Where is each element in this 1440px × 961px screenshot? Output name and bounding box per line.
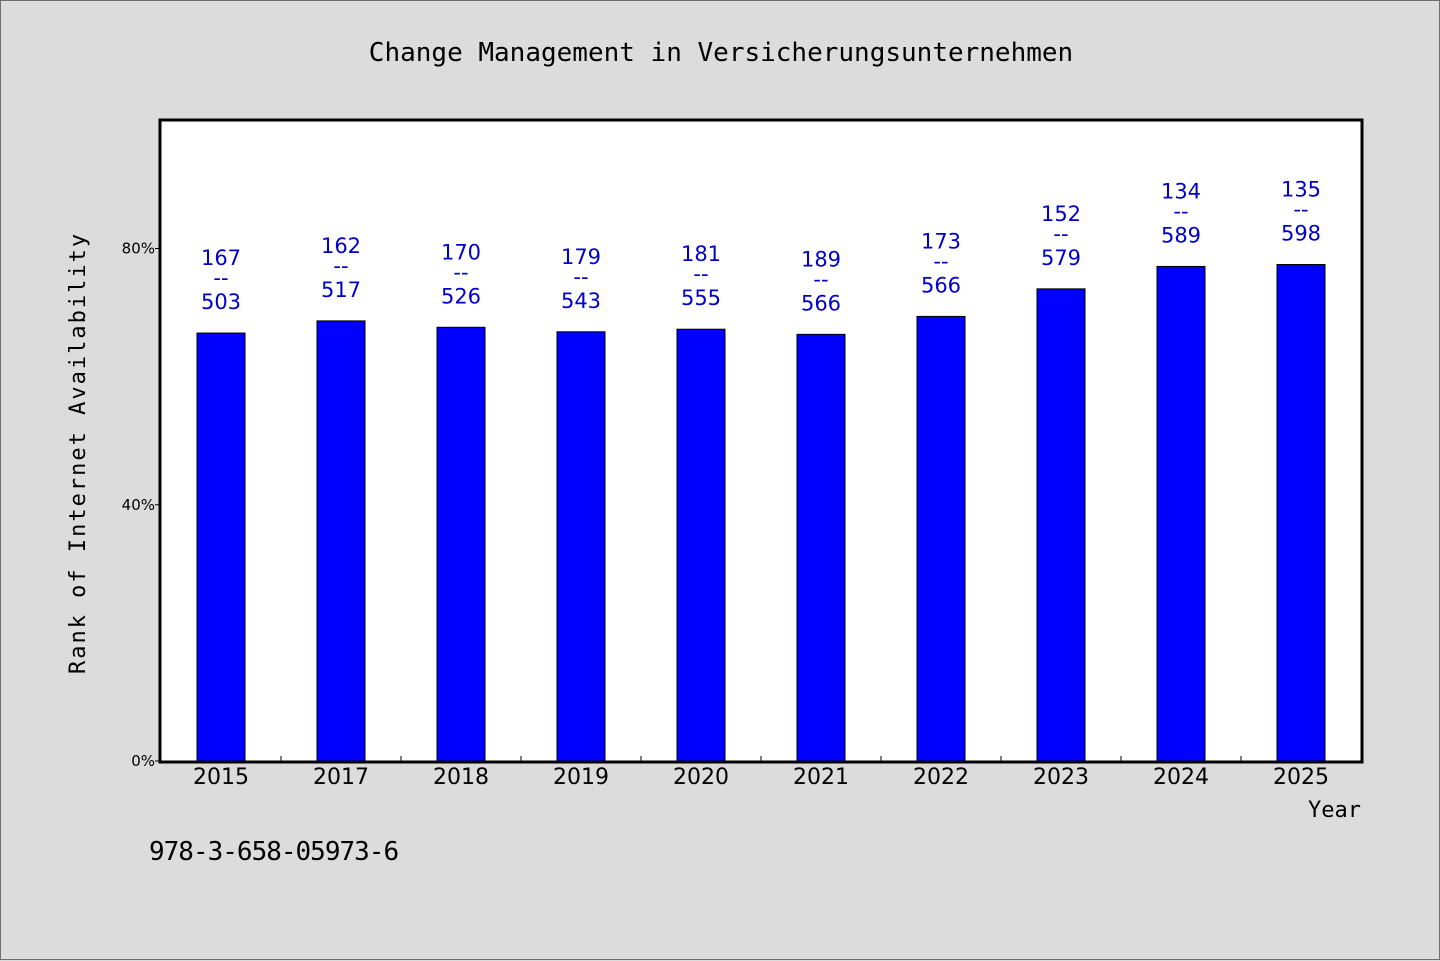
data-labels-layer: 167--503162--517170--526179--543181--555… (201, 178, 1321, 316)
x-axis-title: Year (1308, 798, 1361, 823)
data-label-separator: -- (453, 260, 468, 284)
isbn-label: 978-3-658-05973-6 (149, 837, 399, 867)
bar-2023 (1036, 288, 1086, 762)
y-tick-label: 80% (122, 240, 155, 258)
data-label-top: 135 (1281, 178, 1321, 202)
bar-2022 (916, 315, 966, 762)
x-tick-label-2022: 2022 (913, 765, 969, 790)
data-label-separator: -- (213, 266, 228, 290)
data-label-top: 189 (801, 247, 841, 271)
x-tick-label-2018: 2018 (433, 765, 489, 790)
bar-2018 (436, 326, 486, 762)
bar-2025 (1276, 264, 1326, 762)
data-label-bottom: 526 (441, 284, 481, 308)
data-label-separator: -- (573, 265, 588, 289)
data-label-separator: -- (1053, 222, 1068, 246)
bar-2015 (196, 332, 246, 762)
data-label-top: 152 (1041, 202, 1081, 226)
x-tick-label-2023: 2023 (1033, 765, 1089, 790)
data-label-separator: -- (813, 267, 828, 291)
y-tick-label: 40% (122, 496, 155, 514)
data-label-top: 167 (201, 246, 241, 270)
data-label-top: 170 (441, 240, 481, 264)
data-label-bottom: 579 (1041, 246, 1081, 270)
data-label-bottom: 555 (681, 286, 721, 310)
data-label-top: 181 (681, 242, 721, 266)
x-tick-label-2024: 2024 (1153, 765, 1209, 790)
data-label-separator: -- (1173, 199, 1188, 223)
data-label-separator: -- (1293, 198, 1308, 222)
data-label-bottom: 589 (1161, 223, 1201, 247)
data-label-top: 134 (1161, 179, 1201, 203)
chart-title: Change Management in Versicherungsuntern… (369, 38, 1073, 68)
data-label-bottom: 503 (201, 290, 241, 314)
y-axis-title: Rank of Internet Availability (66, 232, 91, 674)
ticks-layer: 2015 2017 2018 2019 2020 2021 2022 2023 2024 2025… (122, 240, 1329, 791)
x-tick-label-2020: 2020 (673, 765, 729, 790)
x-tick-label-2017: 2017 (313, 765, 369, 790)
bars-layer (196, 264, 1326, 762)
x-tick-label-2025: 2025 (1273, 765, 1329, 790)
data-label-top: 179 (561, 245, 601, 269)
data-label-separator: -- (933, 249, 948, 273)
data-label-bottom: 517 (321, 278, 361, 302)
x-tick-label-2019: 2019 (553, 765, 609, 790)
data-label-top: 162 (321, 234, 361, 258)
data-label-bottom: 598 (1281, 222, 1321, 246)
y-tick-label: 0% (131, 752, 155, 770)
x-tick-label-2015: 2015 (193, 765, 249, 790)
data-label-bottom: 566 (921, 273, 961, 297)
bar-2019 (556, 331, 606, 762)
data-label-bottom: 566 (801, 291, 841, 315)
bar-2024 (1156, 265, 1206, 762)
data-label-separator: -- (333, 254, 348, 278)
bar-2017 (316, 320, 366, 762)
data-label-top: 173 (921, 229, 961, 253)
bar-2021 (796, 333, 846, 762)
x-tick-label-2021: 2021 (793, 765, 849, 790)
data-label-separator: -- (693, 262, 708, 286)
bar-2020 (676, 328, 726, 762)
data-label-bottom: 543 (561, 289, 601, 313)
